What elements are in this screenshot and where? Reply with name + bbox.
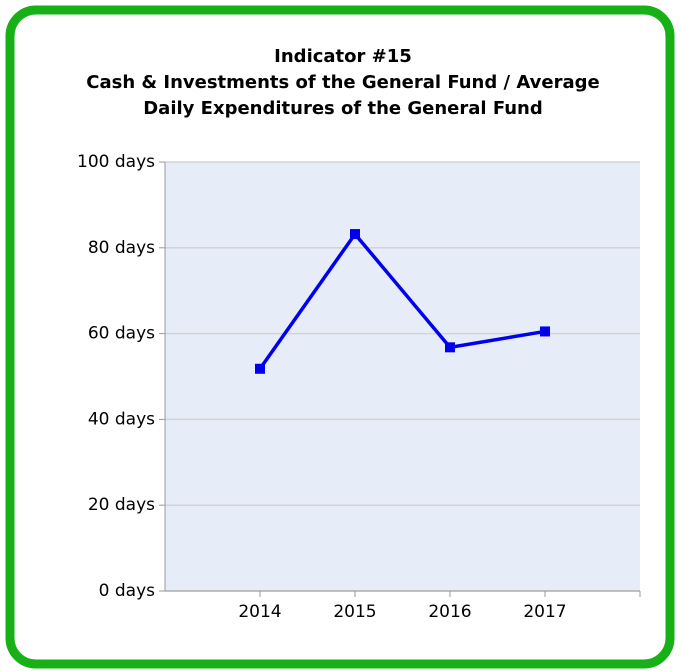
x-tick-label: 2014	[238, 602, 281, 622]
x-tick-label: 2015	[333, 602, 376, 622]
y-tick-label: 100 days	[77, 152, 155, 172]
y-tick-label: 40 days	[88, 409, 155, 429]
chart-title: Cash & Investments of the General Fund /…	[86, 72, 599, 93]
y-tick-label: 60 days	[88, 324, 155, 344]
point	[445, 342, 455, 353]
x-tick-label: 2016	[428, 602, 471, 622]
chart-title: Daily Expenditures of the General Fund	[143, 98, 543, 119]
y-tick-label: 20 days	[88, 495, 155, 515]
point	[255, 363, 265, 374]
plot-area	[165, 162, 640, 591]
y-tick-label: 80 days	[88, 238, 155, 258]
series-line	[258, 231, 546, 370]
point	[540, 326, 550, 337]
x-tick-label: 2017	[523, 602, 566, 622]
point	[350, 229, 360, 240]
chart-title: Indicator #15	[274, 46, 412, 67]
y-tick-label: 0 days	[99, 581, 155, 601]
